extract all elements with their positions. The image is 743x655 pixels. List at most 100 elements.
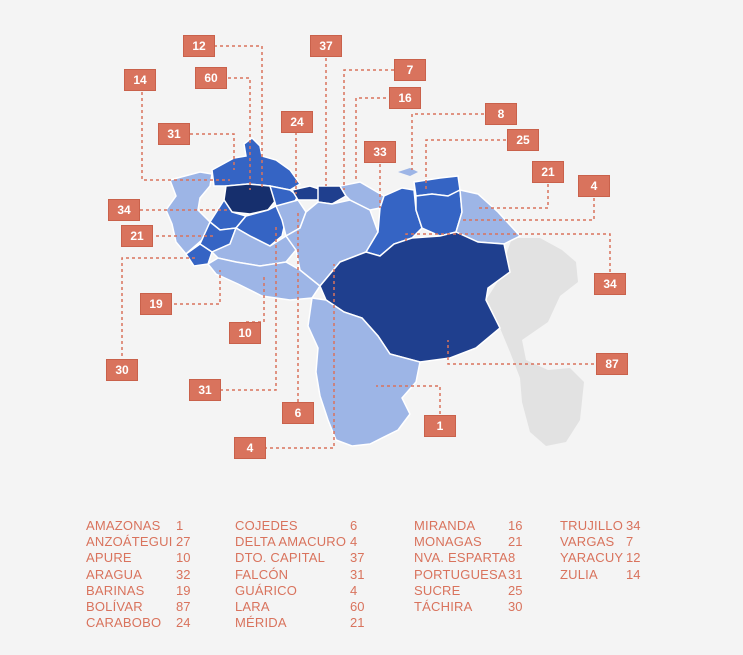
legend-state-name: FALCÓN: [235, 566, 289, 582]
legend-item: MONAGAS 21: [414, 534, 539, 550]
callout-merida: 21: [121, 225, 153, 247]
legend-state-name: TÁCHIRA: [414, 598, 473, 614]
callout-cojedes: 6: [282, 402, 314, 424]
callout-sucre: 25: [507, 129, 539, 151]
callout-yaracuy: 12: [183, 35, 215, 57]
legend-item: TÁCHIRA 30: [414, 599, 539, 615]
legend-item: ARAGUA 32: [86, 567, 196, 583]
callout-portuguesa: 31: [189, 379, 221, 401]
legend-item: FALCÓN 31: [235, 567, 365, 583]
callout-bolivar: 87: [596, 353, 628, 375]
legend-state-value: 4: [350, 534, 358, 550]
legend-state-name: VARGAS: [560, 534, 615, 550]
legend-state-name: ARAGUA: [86, 566, 143, 582]
legend-state-name: TRUJILLO: [560, 518, 624, 533]
legend-state-name: CARABOBO: [86, 615, 162, 631]
legend-state-name: APURE: [86, 550, 132, 566]
legend-state-value: 24: [176, 615, 191, 631]
legend-state-value: 87: [176, 598, 191, 614]
legend-state-name: LARA: [235, 598, 270, 614]
legend-item: PORTUGUESA 31: [414, 567, 539, 583]
legend-state-name: PORTUGUESA: [414, 566, 507, 582]
legend-state-value: 37: [350, 550, 365, 566]
legend-state-value: 21: [350, 615, 365, 631]
callout-monagas: 21: [532, 161, 564, 183]
state-nueva-esparta: [398, 168, 418, 176]
callout-lara: 60: [195, 67, 227, 89]
legend-state-name: DELTA AMACURO: [235, 534, 347, 550]
legend-column-2: COJEDES 6 DELTA AMACURO 4 DTO. CAPITAL 37 F…: [235, 518, 365, 631]
legend-item: NVA. ESPARTA 8: [414, 550, 539, 566]
callout-vargas: 7: [394, 59, 426, 81]
legend-item: ZULIA 14: [560, 567, 660, 583]
callout-dto-capital: 37: [310, 35, 342, 57]
legend-item: BOLÍVAR 87: [86, 599, 196, 615]
legend-state-value: 60: [350, 598, 365, 614]
legend-state-value: 6: [350, 518, 358, 533]
legend-item: BARINAS 19: [86, 583, 196, 599]
neighbor-territory: [486, 238, 584, 446]
legend-state-name: BARINAS: [86, 582, 145, 598]
legend-item: CARABOBO 24: [86, 615, 196, 631]
state-barinas: [210, 226, 297, 267]
state-tachira: [184, 243, 213, 267]
legend-state-value: 21: [508, 534, 523, 550]
callout-tachira: 30: [106, 359, 138, 381]
leader-lines: [121, 45, 612, 449]
legend-item: DTO. CAPITAL 37: [235, 550, 365, 566]
callout-barinas: 19: [140, 293, 172, 315]
legend-state-value: 14: [626, 566, 641, 582]
legend-item: SUCRE 25: [414, 583, 539, 599]
state-monagas: [415, 188, 463, 237]
legend-state-value: 32: [176, 566, 191, 582]
legend-state-value: 1: [176, 518, 184, 533]
legend-state-value: 31: [350, 566, 365, 582]
legend-column-3: MIRANDA 16 MONAGAS 21 NVA. ESPARTA 8 PORTUG…: [414, 518, 539, 615]
state-miranda: [338, 181, 385, 211]
legend-item: MÉRIDA 21: [235, 615, 365, 631]
legend-column-1: AMAZONAS 1 ANZOÁTEGUI 27 APURE 10 ARAGUA 32 …: [86, 518, 196, 631]
legend-state-value: 31: [508, 566, 523, 582]
callout-miranda: 16: [389, 87, 421, 109]
legend-state-value: 19: [176, 582, 191, 598]
legend-state-name: NVA. ESPARTA: [414, 550, 508, 566]
legend-state-name: AMAZONAS: [86, 518, 161, 533]
legend-item: MIRANDA 16: [414, 518, 539, 534]
legend-state-value: 4: [350, 582, 358, 598]
legend-state-name: DTO. CAPITAL: [235, 550, 326, 566]
legend-state-value: 27: [176, 534, 191, 550]
callout-falcon: 31: [158, 123, 190, 145]
legend-state-name: ANZOÁTEGUI: [86, 534, 173, 550]
legend-state-value: 25: [508, 582, 523, 598]
callout-zulia: 14: [124, 69, 156, 91]
legend-item: ANZOÁTEGUI 27: [86, 534, 196, 550]
callout-trujillo: 34: [108, 199, 140, 221]
state-falcon: [211, 137, 302, 191]
callout-guarico: 4: [234, 437, 266, 459]
legend-item: DELTA AMACURO 4: [235, 534, 365, 550]
legend-state-value: 12: [626, 550, 641, 566]
legend-state-name: COJEDES: [235, 518, 298, 533]
callout-aragua: 33: [364, 141, 396, 163]
legend-state-name: SUCRE: [414, 582, 461, 598]
legend-state-name: MÉRIDA: [235, 615, 287, 631]
state-amazonas: [307, 297, 421, 447]
legend-state-name: YARACUY: [560, 550, 624, 566]
legend-state-name: ZULIA: [560, 566, 598, 582]
legend-item: TRUJILLO 34: [560, 518, 660, 534]
legend-item: YARACUY 12: [560, 550, 660, 566]
legend-state-name: GUÁRICO: [235, 582, 298, 598]
legend-state-name: MIRANDA: [414, 518, 476, 533]
state-aragua: [317, 185, 348, 205]
legend-state-value: 7: [626, 534, 634, 550]
legend-state-value: 8: [508, 550, 516, 566]
legend-state-value: 10: [176, 550, 191, 566]
legend-item: LARA 60: [235, 599, 365, 615]
legend-item: APURE 10: [86, 550, 196, 566]
callout-carabobo: 24: [281, 111, 313, 133]
callout-amazonas: 1: [424, 415, 456, 437]
legend-item: VARGAS 7: [560, 534, 660, 550]
legend-state-value: 30: [508, 598, 523, 614]
callout-anzoategui: 34: [594, 273, 626, 295]
